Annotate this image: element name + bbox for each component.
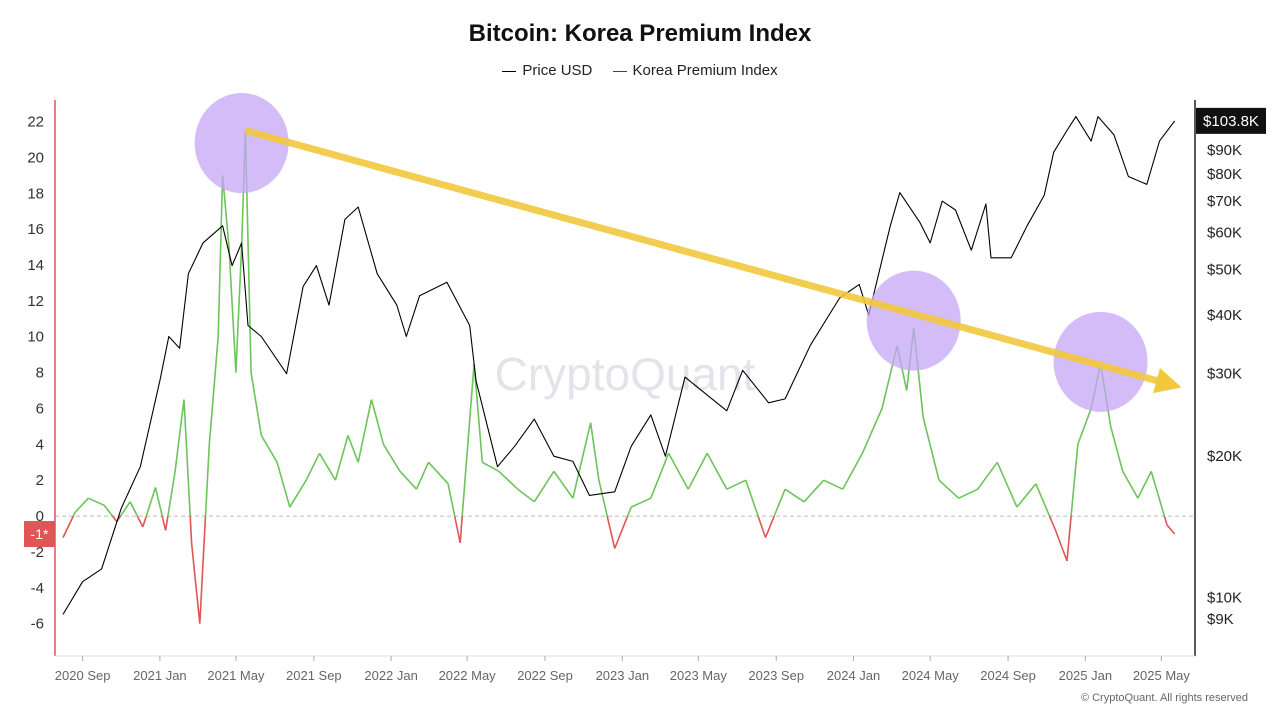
right-axis-tick-10k: $10K (1207, 589, 1242, 606)
current-price-badge (1196, 107, 1266, 134)
left-axis-tick--2: -2 (31, 544, 44, 561)
left-axis-tick-20: 20 (27, 149, 44, 166)
highlight-circle-2 (866, 270, 961, 371)
x-axis-tick-2022-may: 2022 May (439, 668, 497, 683)
x-axis-tick-2020-sep: 2020 Sep (55, 668, 111, 683)
left-axis-tick--6: -6 (31, 616, 44, 633)
x-axis-tick-2022-sep: 2022 Sep (517, 668, 573, 683)
trend-arrow-line (244, 127, 1162, 385)
current-premium-badge-label: -1* (31, 526, 49, 542)
x-axis-tick-2023-sep: 2023 Sep (748, 668, 804, 683)
legend-item-korea-premium[interactable]: Korea Premium Index (612, 62, 778, 79)
x-axis-tick-2024-sep: 2024 Sep (980, 668, 1036, 683)
left-axis-tick-2: 2 (36, 472, 44, 489)
price-usd-line (62, 116, 1176, 615)
legend-label-korea-premium: Korea Premium Index (632, 62, 778, 79)
x-axis-tick-2024-jan: 2024 Jan (827, 668, 881, 683)
legend-swatch-price (502, 70, 517, 72)
x-axis-tick-2022-jan: 2022 Jan (364, 668, 418, 683)
x-axis-tick-2021-may: 2021 May (207, 668, 265, 683)
legend-swatch-korea-premium (612, 70, 627, 72)
legend-label-price: Price USD (522, 62, 593, 79)
left-axis-tick-14: 14 (27, 257, 44, 274)
korea-premium-line-negative (62, 515, 1176, 624)
right-axis-tick-80k: $80K (1207, 166, 1242, 183)
left-axis-tick-12: 12 (27, 293, 44, 310)
x-axis-tick-2021-sep: 2021 Sep (286, 668, 342, 683)
x-axis-tick-2023-jan: 2023 Jan (596, 668, 650, 683)
x-axis-tick-2025-jan: 2025 Jan (1059, 668, 1113, 683)
legend: Price USD Korea Premium Index (0, 62, 1280, 79)
x-axis-tick-2025-may: 2025 May (1133, 668, 1191, 683)
copyright-text: © CryptoQuant. All rights reserved (1080, 692, 1248, 704)
right-axis-tick-30k: $30K (1207, 366, 1242, 383)
x-axis-tick-2024-may: 2024 May (902, 668, 960, 683)
left-axis-tick-4: 4 (36, 436, 44, 453)
highlight-circle-1 (194, 93, 289, 194)
right-axis-tick-90k: $90K (1207, 142, 1242, 159)
left-axis-tick-0: 0 (36, 508, 44, 525)
left-axis-tick-10: 10 (27, 329, 44, 346)
right-axis-tick-20k: $20K (1207, 448, 1242, 465)
right-axis-tick-40k: $40K (1207, 307, 1242, 324)
left-axis-tick--4: -4 (31, 580, 44, 597)
left-axis-tick-6: 6 (36, 400, 44, 417)
trend-arrow-head (1153, 367, 1182, 394)
chart-title: Bitcoin: Korea Premium Index (468, 20, 812, 47)
x-axis-tick-2023-may: 2023 May (670, 668, 728, 683)
right-axis-tick-50k: $50K (1207, 262, 1242, 279)
left-axis-tick-18: 18 (27, 185, 44, 202)
current-price-badge-label: $103.8K (1203, 113, 1259, 130)
watermark: CryptoQuant (495, 348, 756, 400)
right-axis-tick-9k: $9K (1207, 611, 1234, 628)
left-axis-tick-8: 8 (36, 365, 44, 382)
left-axis-tick-22: 22 (27, 114, 44, 131)
left-axis-tick-16: 16 (27, 221, 44, 238)
legend-item-price[interactable]: Price USD (502, 62, 592, 79)
right-axis-tick-70k: $70K (1207, 193, 1242, 210)
current-premium-badge (24, 521, 55, 548)
x-axis-tick-2021-jan: 2021 Jan (133, 668, 187, 683)
right-axis-tick-60k: $60K (1207, 224, 1242, 241)
